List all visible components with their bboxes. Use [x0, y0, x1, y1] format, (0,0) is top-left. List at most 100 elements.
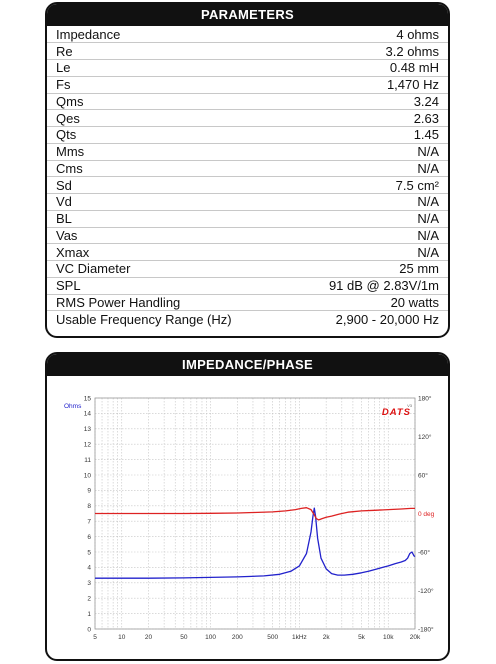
x-tick-label: 100	[205, 634, 216, 641]
impedance-phase-chart: 5 10 20 50 100 200 500 1kHz 2k 5k 10k 20k0123456789…	[64, 394, 435, 641]
parameter-row: BL N/A	[47, 210, 448, 227]
parameter-name: Impedance	[56, 26, 121, 42]
parameter-name: BL	[56, 211, 72, 227]
parameter-value: 3.2 ohms	[385, 43, 439, 59]
parameter-name: RMS Power Handling	[56, 294, 181, 310]
parameter-row: Cms N/A	[47, 160, 448, 177]
parameter-value: N/A	[417, 244, 439, 260]
parameter-value: N/A	[417, 194, 439, 210]
dats-version: V3	[407, 403, 413, 408]
parameter-value: 4 ohms	[396, 26, 439, 42]
parameter-row: Mms N/A	[47, 143, 448, 160]
x-tick-label: 20	[145, 634, 153, 641]
parameter-value: 2,900 - 20,000 Hz	[335, 311, 439, 327]
y-tick-label-left: 2	[87, 596, 91, 603]
y-tick-label-left: 4	[87, 565, 91, 572]
parameter-value: 1.45	[413, 127, 439, 143]
y-tick-label-left: 13	[84, 426, 92, 433]
parameter-value: N/A	[417, 227, 439, 243]
parameter-row: Vd N/A	[47, 194, 448, 211]
y-tick-label-left: 12	[84, 442, 92, 449]
x-tick-label: 5k	[358, 634, 366, 641]
parameter-row: Vas N/A	[47, 227, 448, 244]
y-tick-label-right: 0 deg	[418, 511, 435, 518]
parameter-row: Re 3.2 ohms	[47, 43, 448, 60]
parameter-name: Sd	[56, 177, 72, 193]
x-tick-label: 2k	[323, 634, 331, 641]
y-tick-label-left: 5	[87, 549, 91, 556]
x-tick-label: 10k	[383, 634, 394, 641]
x-tick-label: 200	[232, 634, 243, 641]
parameter-row: VC Diameter 25 mm	[47, 261, 448, 278]
parameter-value: 0.48 mH	[389, 60, 439, 76]
y-tick-label-right: -120°	[418, 587, 434, 595]
dats-logo: DATS	[382, 407, 411, 418]
parameter-name: VC Diameter	[56, 261, 131, 277]
x-tick-label: 20k	[410, 634, 421, 641]
y-tick-label-left: 14	[84, 411, 92, 418]
parameter-value: 20 watts	[390, 294, 439, 310]
parameters-header: PARAMETERS	[47, 4, 448, 26]
parameter-value: 3.24	[413, 93, 439, 109]
parameter-name: Mms	[56, 144, 85, 160]
parameter-name: Cms	[56, 160, 83, 176]
parameter-row: Le 0.48 mH	[47, 60, 448, 77]
parameter-row: RMS Power Handling 20 watts	[47, 294, 448, 311]
impedance-phase-header: IMPEDANCE/PHASE	[47, 354, 448, 376]
y-tick-label-right: 180°	[418, 394, 432, 402]
parameter-value: 25 mm	[399, 261, 439, 277]
y-tick-label-right: -60°	[418, 548, 430, 556]
x-tick-label: 1kHz	[292, 634, 307, 641]
y-axis-label-ohms: Ohms	[64, 403, 82, 410]
y-tick-label-left: 15	[84, 395, 92, 402]
parameter-value: N/A	[417, 144, 439, 160]
y-tick-label-left: 0	[87, 626, 91, 633]
parameter-row: Qts 1.45	[47, 127, 448, 144]
parameter-row: Sd 7.5 cm²	[47, 177, 448, 194]
parameters-panel: PARAMETERS Impedance 4 ohms Re 3.2 ohms Le 0.…	[45, 2, 450, 338]
parameter-row: SPL 91 dB @ 2.83V/1m	[47, 277, 448, 294]
parameters-table: Impedance 4 ohms Re 3.2 ohms Le 0.48 mH Fs 1,47…	[47, 26, 448, 328]
x-tick-label: 50	[180, 634, 188, 641]
parameter-name: Re	[56, 43, 73, 59]
x-tick-label: 5	[93, 634, 97, 641]
parameter-row: Usable Frequency Range (Hz) 2,900 - 20,00…	[47, 311, 448, 328]
parameter-row: Xmax N/A	[47, 244, 448, 261]
parameter-row: Qms 3.24	[47, 93, 448, 110]
y-tick-label-left: 10	[84, 472, 92, 479]
y-tick-label-left: 7	[87, 519, 91, 526]
x-tick-label: 10	[118, 634, 126, 641]
y-tick-label-left: 6	[87, 534, 91, 541]
parameter-name: SPL	[56, 278, 81, 294]
parameter-row: Impedance 4 ohms	[47, 26, 448, 43]
parameter-name: Qts	[56, 127, 77, 143]
parameter-name: Qms	[56, 93, 84, 109]
impedance-phase-panel: IMPEDANCE/PHASE 5 10 20 50 100 200 500 1kHz 2k 5k…	[45, 352, 450, 661]
y-tick-label-left: 8	[87, 503, 91, 510]
y-tick-label-left: 11	[84, 457, 91, 464]
parameter-row: Fs 1,470 Hz	[47, 76, 448, 93]
parameter-name: Qes	[56, 110, 80, 126]
y-tick-label-left: 3	[87, 580, 91, 587]
parameter-value: 1,470 Hz	[386, 77, 439, 93]
parameter-value: N/A	[417, 211, 439, 227]
impedance-curve	[95, 507, 416, 579]
y-tick-label-left: 1	[87, 611, 91, 618]
parameter-row: Qes 2.63	[47, 110, 448, 127]
parameter-value: 2.63	[413, 110, 439, 126]
parameter-name: Vas	[56, 227, 78, 243]
parameter-value: 91 dB @ 2.83V/1m	[328, 278, 439, 294]
parameter-name: Fs	[56, 77, 71, 93]
y-tick-label-right: 120°	[418, 433, 432, 441]
y-tick-label-left: 9	[87, 488, 91, 495]
parameter-value: N/A	[417, 160, 439, 176]
parameter-name: Xmax	[56, 244, 90, 260]
parameter-value: 7.5 cm²	[395, 177, 439, 193]
parameter-name: Vd	[56, 194, 72, 210]
x-tick-label: 500	[267, 634, 278, 641]
phase-curve	[95, 507, 415, 521]
y-tick-label-right: 60°	[418, 471, 428, 479]
y-tick-label-right: -180°	[418, 625, 434, 633]
parameter-name: Le	[56, 60, 71, 76]
parameter-name: Usable Frequency Range (Hz)	[56, 311, 232, 327]
